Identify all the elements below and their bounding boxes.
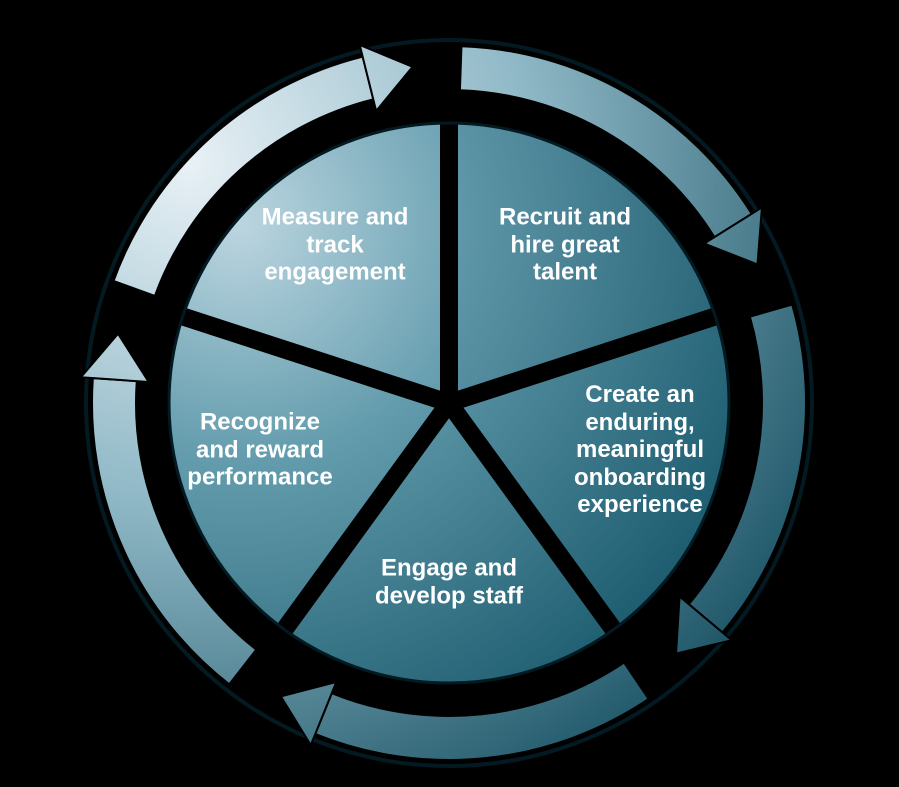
pie [169, 119, 729, 683]
cycle-diagram: Recruit and hire great talentCreate an e… [0, 0, 899, 787]
diagram-svg [0, 0, 899, 787]
